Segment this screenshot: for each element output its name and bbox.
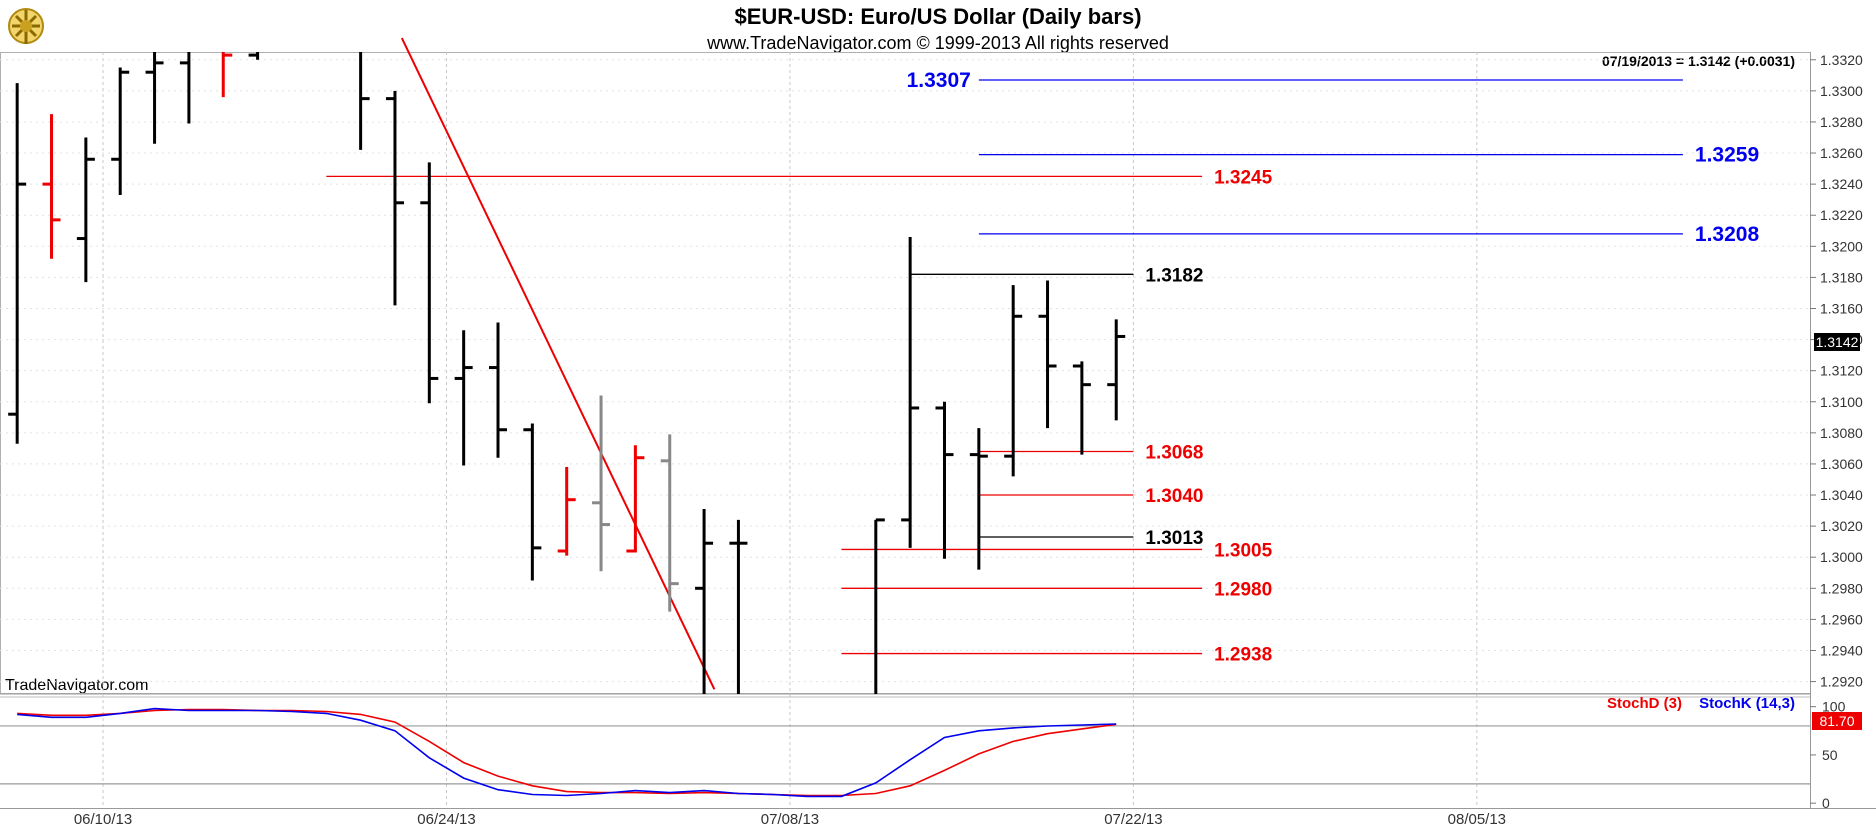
- y-tick-label: 1.3280: [1820, 114, 1863, 130]
- y-tick-label: 1.2960: [1820, 611, 1863, 627]
- ohlc-bar: [248, 52, 260, 60]
- y-tick-label: 1.3020: [1820, 518, 1863, 534]
- x-tick-label: 07/22/13: [1104, 811, 1162, 828]
- stoch-reference-lines: [0, 725, 1810, 785]
- stoch-y-tick-label: 50: [1822, 747, 1838, 763]
- level-label: 1.3182: [1145, 265, 1203, 286]
- ohlc-bar: [935, 401, 954, 559]
- price-panel-frame: [0, 52, 1811, 694]
- ohlc-bar: [42, 114, 61, 259]
- grid-layer: [0, 52, 1810, 808]
- horizontal-levels: 1.3307 1.3259 1.3245 1.3208 1.3182 1.3068 1.30…: [326, 69, 1759, 666]
- level-label: 1.3013: [1145, 528, 1203, 549]
- ohlc-bar: [557, 467, 576, 556]
- y-tick-label: 1.3100: [1820, 394, 1863, 410]
- stoch-y-tick-label: 0: [1822, 795, 1830, 811]
- ohlc-bar: [489, 322, 508, 458]
- level-label: 1.2938: [1214, 645, 1272, 666]
- x-axis-ticks: 06/10/13 06/24/13 07/08/13 07/22/13 08/05/13: [74, 811, 1506, 828]
- stoch-y-tick-label: 100: [1822, 699, 1846, 715]
- x-tick-label: 06/24/13: [417, 811, 475, 828]
- ohlc-bar: [1004, 285, 1023, 477]
- y-tick-label: 1.3000: [1820, 549, 1863, 565]
- ohlc-bar: [592, 395, 611, 572]
- y-tick-label: 1.3080: [1820, 425, 1863, 441]
- ohlc-bar: [111, 67, 130, 196]
- watermark-text: TradeNavigator.com: [5, 677, 148, 694]
- legend-stoch-d: StochD (3): [1607, 695, 1682, 712]
- ohlc-bar: [420, 162, 439, 404]
- legend-stoch-k: StochK (14,3): [1699, 695, 1795, 712]
- downtrend-line: [400, 37, 716, 690]
- ohlc-bar: [1072, 361, 1091, 455]
- level-label: 1.3245: [1214, 167, 1273, 188]
- y-tick-label: 1.3120: [1820, 363, 1863, 379]
- ohlc-bar: [901, 236, 920, 548]
- y-tick-label: 1.3300: [1820, 83, 1863, 99]
- level-label: 1.3040: [1145, 486, 1203, 507]
- ohlc-bar: [1107, 319, 1126, 421]
- last-quote-text: 07/19/2013 = 1.3142 (+0.0031): [1602, 53, 1795, 69]
- x-tick-label: 07/08/13: [761, 811, 819, 828]
- stoch-line-stoch_k: [17, 707, 1117, 798]
- y-tick-label: 1.3060: [1820, 456, 1863, 472]
- price-y-axis: 1.2920 1.2940 1.2960 1.2980 1.3000 1.3020 1.30…: [1810, 52, 1863, 690]
- ohlc-bar: [145, 52, 164, 144]
- y-tick-label: 1.3180: [1820, 269, 1863, 285]
- level-label: 1.3208: [1695, 223, 1760, 246]
- y-tick-label: 1.3320: [1820, 52, 1863, 68]
- ohlc-bar: [874, 518, 885, 694]
- stoch-last-value-label: 81.70: [1819, 713, 1854, 729]
- stoch-y-axis: 0 50 100: [1810, 699, 1846, 811]
- trendline-layer: [400, 37, 716, 690]
- level-label: 1.3068: [1145, 443, 1203, 464]
- y-tick-label: 1.2980: [1820, 580, 1863, 596]
- copyright-text: www.TradeNavigator.com © 1999-2013 All r…: [706, 33, 1169, 53]
- ohlc-bar: [969, 428, 988, 570]
- y-tick-label: 1.2940: [1820, 642, 1863, 658]
- ohlc-bar: [221, 52, 233, 98]
- ohlc-bar: [359, 52, 370, 150]
- last-price-label: 1.3142: [1816, 334, 1859, 350]
- trade-navigator-logo-icon: [8, 8, 44, 44]
- ohlc-bar: [660, 434, 679, 612]
- y-tick-label: 1.2920: [1820, 674, 1863, 690]
- y-tick-label: 1.3220: [1820, 207, 1863, 223]
- stoch-last-value-marker: 81.70: [1812, 712, 1862, 730]
- level-label: 1.2980: [1214, 579, 1272, 600]
- ohlc-bar: [76, 137, 95, 283]
- y-tick-label: 1.3160: [1820, 300, 1863, 316]
- level-label: 1.3005: [1214, 540, 1273, 561]
- y-tick-label: 1.3260: [1820, 145, 1863, 161]
- ohlc-bar: [179, 52, 191, 124]
- ohlc-bar: [729, 519, 748, 694]
- y-tick-label: 1.3040: [1820, 487, 1863, 503]
- ohlc-bar: [385, 90, 404, 306]
- level-label: 1.3259: [1695, 144, 1759, 167]
- last-price-marker: 1.3142: [1814, 333, 1860, 351]
- ohlc-bar: [626, 445, 645, 553]
- ohlc-bars: [8, 52, 1126, 694]
- ohlc-bar: [523, 423, 542, 581]
- x-tick-label: 08/05/13: [1448, 811, 1506, 828]
- stoch-series: [17, 707, 1117, 798]
- ohlc-bar: [8, 83, 27, 444]
- stoch-line-stoch_d: [17, 708, 1117, 797]
- x-tick-label: 06/10/13: [74, 811, 132, 828]
- ohlc-bar: [1038, 280, 1057, 429]
- chart-title: $EUR-USD: Euro/US Dollar (Daily bars): [734, 4, 1141, 29]
- ohlc-bar: [454, 330, 473, 466]
- ohlc-bar: [695, 509, 714, 694]
- level-label: 1.3307: [907, 69, 971, 92]
- y-tick-label: 1.3200: [1820, 238, 1863, 254]
- y-tick-label: 1.3240: [1820, 176, 1863, 192]
